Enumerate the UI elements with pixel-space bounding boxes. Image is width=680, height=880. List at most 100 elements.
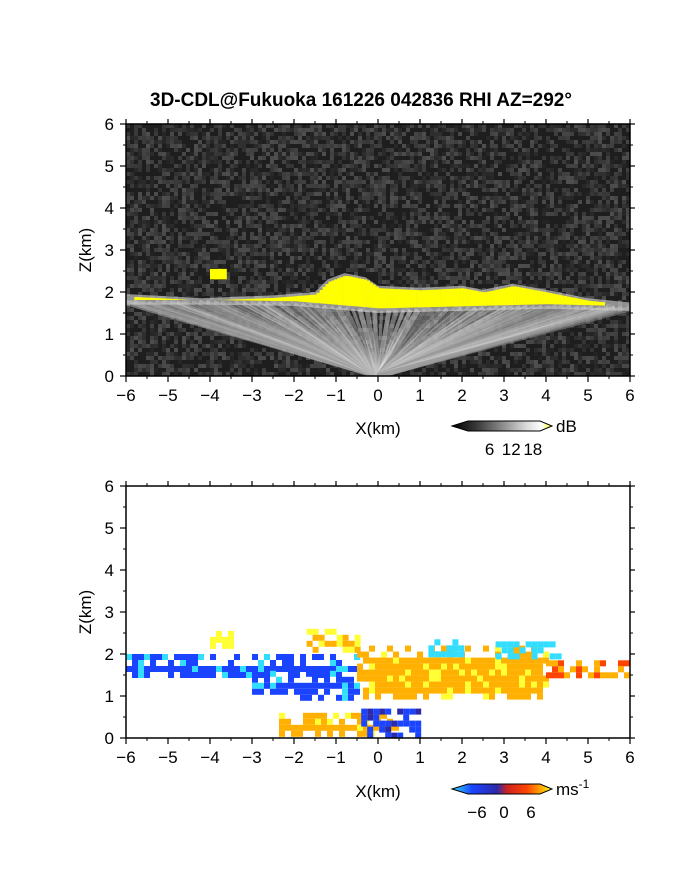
reflectivity-noise-cell [194,288,198,292]
reflectivity-noise-cell [550,228,554,232]
reflectivity-noise-cell [214,264,218,268]
reflectivity-noise-cell [142,148,146,152]
reflectivity-noise-cell [290,204,294,208]
reflectivity-noise-cell [598,244,602,248]
reflectivity-noise-cell [214,220,218,224]
reflectivity-noise-cell [462,236,466,240]
reflectivity-noise-cell [442,200,446,204]
reflectivity-noise-cell [310,228,314,232]
reflectivity-noise-cell [458,184,462,188]
reflectivity-noise-cell [258,128,262,132]
reflectivity-noise-cell [138,152,142,156]
reflectivity-noise-cell [422,144,426,148]
reflectivity-noise-cell [538,252,542,256]
reflectivity-noise-cell [198,260,202,264]
reflectivity-noise-cell [514,244,518,248]
reflectivity-noise-cell [582,224,586,228]
reflectivity-noise-cell [222,156,226,160]
reflectivity-noise-cell [438,252,442,256]
reflectivity-noise-cell [526,188,530,192]
reflectivity-noise-cell [482,280,486,284]
reflectivity-noise-cell [170,276,174,280]
reflectivity-noise-cell [434,148,438,152]
reflectivity-noise-cell [498,132,502,136]
reflectivity-noise-cell [178,128,182,132]
reflectivity-noise-cell [502,344,506,348]
reflectivity-noise-cell [414,124,418,128]
reflectivity-noise-cell [170,188,174,192]
reflectivity-noise-cell [586,156,590,160]
reflectivity-noise-cell [130,244,134,248]
reflectivity-noise-cell [138,364,142,368]
reflectivity-noise-cell [218,248,222,252]
reflectivity-noise-cell [126,328,130,332]
reflectivity-noise-cell [582,276,586,280]
reflectivity-noise-cell [546,136,550,140]
reflectivity-noise-cell [254,140,258,144]
reflectivity-noise-cell [142,284,146,288]
reflectivity-noise-cell [514,148,518,152]
reflectivity-noise-cell [426,172,430,176]
reflectivity-noise-cell [434,232,438,236]
reflectivity-noise-cell [250,232,254,236]
reflectivity-noise-cell [250,244,254,248]
reflectivity-noise-cell [390,140,394,144]
reflectivity-noise-cell [434,176,438,180]
reflectivity-noise-cell [194,188,198,192]
reflectivity-noise-cell [522,136,526,140]
reflectivity-noise-cell [242,144,246,148]
reflectivity-noise-cell [290,184,294,188]
reflectivity-noise-cell [334,184,338,188]
reflectivity-noise-cell [514,184,518,188]
reflectivity-noise-cell [550,348,554,352]
reflectivity-noise-cell [606,168,610,172]
reflectivity-noise-cell [594,368,598,372]
reflectivity-noise-cell [358,144,362,148]
reflectivity-noise-cell [582,336,586,340]
reflectivity-noise-cell [474,356,478,360]
reflectivity-noise-cell [262,288,266,292]
reflectivity-noise-cell [542,200,546,204]
reflectivity-noise-cell [286,280,290,284]
reflectivity-noise-cell [490,368,494,372]
reflectivity-noise-cell [454,364,458,368]
reflectivity-noise-cell [294,124,298,128]
reflectivity-noise-cell [414,140,418,144]
reflectivity-noise-cell [338,248,342,252]
reflectivity-noise-cell [546,224,550,228]
reflectivity-noise-cell [298,364,302,368]
reflectivity-noise-cell [586,344,590,348]
reflectivity-noise-cell [374,252,378,256]
reflectivity-noise-cell [158,284,162,288]
reflectivity-noise-cell [410,280,414,284]
reflectivity-noise-cell [230,232,234,236]
reflectivity-noise-cell [182,152,186,156]
reflectivity-noise-cell [350,168,354,172]
reflectivity-noise-cell [126,324,130,328]
reflectivity-noise-cell [294,204,298,208]
reflectivity-noise-cell [290,192,294,196]
reflectivity-noise-cell [562,236,566,240]
reflectivity-noise-cell [182,260,186,264]
reflectivity-noise-cell [270,352,274,356]
reflectivity-noise-cell [574,160,578,164]
reflectivity-noise-cell [354,240,358,244]
reflectivity-noise-cell [374,256,378,260]
reflectivity-noise-cell [370,252,374,256]
reflectivity-noise-cell [418,276,422,280]
reflectivity-noise-cell [250,192,254,196]
reflectivity-noise-cell [334,208,338,212]
reflectivity-noise-cell [242,260,246,264]
reflectivity-noise-cell [202,216,206,220]
reflectivity-noise-cell [422,168,426,172]
reflectivity-noise-cell [206,364,210,368]
reflectivity-noise-cell [410,228,414,232]
reflectivity-noise-cell [178,320,182,324]
reflectivity-noise-cell [326,144,330,148]
reflectivity-noise-cell [490,128,494,132]
reflectivity-noise-cell [282,232,286,236]
reflectivity-noise-cell [134,140,138,144]
reflectivity-noise-cell [174,348,178,352]
reflectivity-noise-cell [374,136,378,140]
reflectivity-noise-cell [542,260,546,264]
